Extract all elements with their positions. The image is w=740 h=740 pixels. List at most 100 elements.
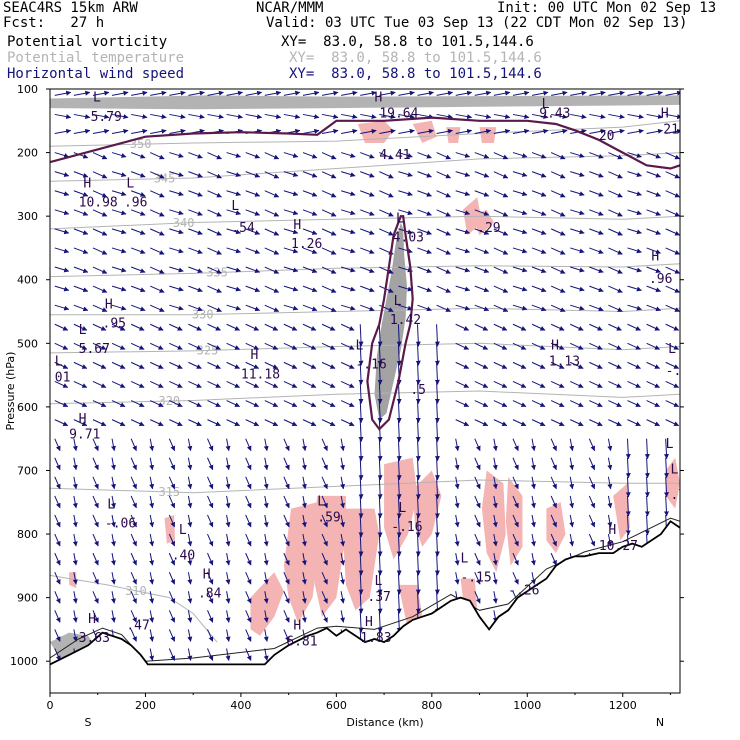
wind-arrow	[570, 247, 585, 254]
wind-arrow	[54, 438, 61, 452]
wind-arrow	[207, 648, 214, 661]
wind-arrow	[340, 323, 355, 331]
wind-arrow	[570, 419, 584, 427]
wind-arrow	[455, 152, 471, 158]
wind-arrow	[341, 113, 358, 120]
wind-arrow	[225, 648, 231, 661]
wind-arrow	[283, 419, 298, 427]
wind-arrow	[589, 90, 606, 96]
wind-arrow	[340, 381, 355, 388]
wind-arrow	[110, 533, 116, 547]
wind-arrow	[455, 247, 471, 254]
wind-arrow	[245, 457, 252, 471]
wind-arrow	[130, 266, 146, 274]
wind-arrow	[340, 266, 356, 273]
extremum-label: .29	[477, 221, 500, 236]
y-tick-label: 100	[17, 83, 38, 96]
wind-arrow	[92, 571, 99, 585]
wind-arrow	[149, 648, 155, 661]
wind-arrow	[646, 400, 660, 407]
wind-arrow	[454, 457, 460, 471]
wind-arrow	[245, 247, 261, 254]
wind-arrow	[245, 610, 252, 623]
wind-arrow	[531, 266, 547, 274]
wind-arrow	[149, 591, 155, 604]
theta-contour-315	[50, 479, 680, 494]
wind-arrow	[226, 228, 241, 235]
wind-arrow	[415, 572, 421, 595]
gray-shading-1	[50, 95, 680, 110]
y-tick-label: 900	[17, 592, 38, 605]
wind-arrow	[454, 533, 460, 547]
extremum-label: 19.64	[379, 107, 418, 122]
wind-arrow	[644, 476, 650, 498]
y-tick-label: 800	[17, 528, 38, 541]
wind-arrow	[550, 285, 566, 293]
wind-arrow	[92, 152, 108, 160]
wind-arrow	[436, 304, 451, 312]
wind-arrow	[226, 190, 241, 197]
wind-arrow	[474, 419, 489, 427]
wind-arrow	[54, 228, 70, 235]
wind-arrow	[169, 152, 184, 158]
extremum-label: H	[79, 412, 87, 427]
wind-arrow	[301, 514, 307, 528]
wind-arrow	[111, 113, 129, 120]
wind-arrow	[663, 476, 669, 498]
wind-arrow	[570, 381, 584, 388]
wind-arrow	[150, 285, 165, 293]
wind-arrow	[111, 266, 127, 273]
wind-arrow	[130, 457, 137, 471]
pink-shading-12	[481, 470, 506, 573]
wind-arrow	[283, 552, 290, 566]
wind-arrow	[415, 438, 421, 462]
wind-arrow	[627, 128, 644, 134]
wind-arrow	[531, 128, 549, 134]
wind-arrow	[149, 572, 155, 585]
wind-arrow	[531, 113, 549, 120]
wind-arrow	[207, 591, 214, 604]
wind-arrow	[588, 438, 596, 452]
wind-arrow	[625, 476, 631, 498]
wind-arrow	[589, 128, 606, 134]
wind-arrow	[245, 591, 252, 604]
extremum-label: H	[105, 297, 113, 312]
wind-arrow	[283, 323, 298, 331]
wind-arrow	[396, 495, 402, 519]
wind-arrow	[283, 457, 290, 471]
wind-arrow	[302, 381, 317, 388]
wind-arrow	[150, 247, 165, 255]
wind-arrow	[417, 247, 432, 254]
wind-arrow	[225, 610, 231, 623]
wind-arrow	[530, 495, 536, 509]
wind-arrow	[245, 90, 263, 96]
wind-arrow	[207, 610, 214, 623]
wind-arrow	[492, 495, 498, 509]
wind-arrow	[589, 209, 604, 216]
wind-arrow	[512, 457, 519, 471]
wind-arrow	[169, 400, 183, 407]
wind-arrow	[550, 304, 566, 312]
wind-arrow	[207, 438, 214, 452]
wind-arrow	[321, 190, 337, 198]
wind-arrow	[341, 128, 358, 134]
wind-arrow	[436, 113, 454, 120]
wind-arrow	[207, 323, 221, 331]
wind-arrow	[92, 438, 99, 452]
wind-arrow	[111, 190, 127, 197]
wind-arrow	[589, 266, 604, 274]
field-name-pv: Potential vorticity	[7, 34, 168, 50]
wind-arrow	[550, 457, 557, 471]
wind-arrow	[188, 381, 202, 388]
wind-arrow	[358, 362, 364, 385]
wind-arrow	[589, 190, 604, 197]
wind-arrow	[188, 171, 203, 178]
wind-arrow	[531, 381, 546, 388]
wind-arrow	[474, 190, 490, 197]
extremum-label: .95	[103, 316, 126, 331]
wind-arrow	[283, 90, 301, 96]
wind-arrow	[169, 190, 184, 197]
wind-arrow	[474, 171, 490, 178]
wind-arrow	[570, 285, 585, 292]
wind-arrow	[340, 361, 355, 369]
